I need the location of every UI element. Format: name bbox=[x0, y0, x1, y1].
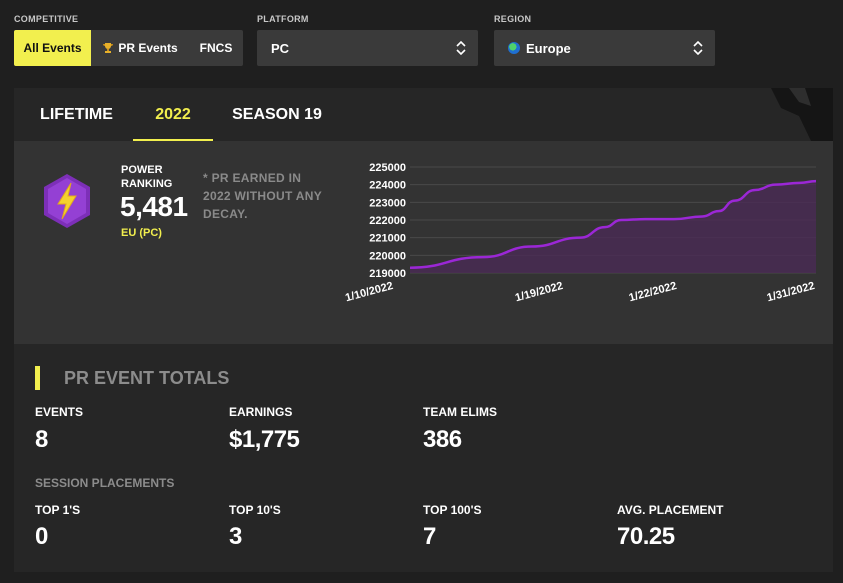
corner-decoration bbox=[771, 88, 833, 141]
y-tick-label: 224000 bbox=[369, 180, 406, 192]
tab-2022[interactable]: 2022 bbox=[133, 88, 213, 141]
region-filter-label: REGION bbox=[494, 14, 532, 24]
x-tick-label: 1/19/2022 bbox=[514, 280, 564, 304]
x-tick-label: 1/22/2022 bbox=[628, 280, 678, 304]
tab-lifetime[interactable]: LIFETIME bbox=[28, 88, 125, 141]
lightning-hexagon-icon bbox=[44, 174, 90, 228]
platform-value: PC bbox=[271, 40, 290, 56]
section-accent-bar bbox=[35, 366, 40, 390]
region-select[interactable]: Europe bbox=[494, 30, 715, 66]
y-tick-label: 222000 bbox=[369, 215, 406, 227]
pr-events-button[interactable]: PR Events bbox=[91, 30, 189, 66]
top-1s-value: 0 bbox=[35, 523, 48, 550]
tab-season-19[interactable]: SEASON 19 bbox=[221, 88, 333, 141]
events-value: 8 bbox=[35, 426, 48, 453]
pr-event-totals-panel: PR EVENT TOTALS EVENTS 8 EARNINGS $1,775… bbox=[14, 344, 833, 572]
y-tick-label: 221000 bbox=[369, 233, 406, 245]
y-tick-label: 219000 bbox=[369, 268, 406, 280]
power-ranking-region: EU (PC) bbox=[121, 227, 162, 239]
fncs-label: FNCS bbox=[199, 41, 233, 55]
avg-placement-value: 70.25 bbox=[617, 523, 675, 550]
fncs-button[interactable]: FNCS bbox=[189, 30, 243, 66]
chart-line bbox=[409, 179, 817, 269]
top-1s-label: TOP 1'S bbox=[35, 503, 81, 517]
section-title: PR EVENT TOTALS bbox=[64, 368, 230, 388]
x-tick-label: 1/31/2022 bbox=[766, 280, 816, 304]
all-events-label: All Events bbox=[23, 41, 82, 55]
earnings-value: $1,775 bbox=[229, 426, 300, 453]
tab-lifetime-label: LIFETIME bbox=[40, 105, 113, 123]
stats-card: LIFETIME 2022 SEASON 19 POWER RANKING 5,… bbox=[14, 88, 833, 572]
events-label: EVENTS bbox=[35, 405, 84, 419]
y-tick-label: 223000 bbox=[369, 197, 406, 209]
tab-2022-label: 2022 bbox=[155, 105, 191, 123]
team-elims-label: TEAM ELIMS bbox=[423, 405, 497, 419]
tab-season-19-label: SEASON 19 bbox=[232, 105, 322, 123]
y-tick-label: 220000 bbox=[369, 250, 406, 262]
top-100s-label: TOP 100'S bbox=[423, 503, 482, 517]
power-ranking-chart: 225000 224000 223000 222000 221000 220000 2190… bbox=[344, 162, 817, 304]
session-placements-title: SESSION PLACEMENTS bbox=[35, 476, 175, 490]
team-elims-value: 386 bbox=[423, 426, 462, 453]
platform-filter-label: PLATFORM bbox=[257, 14, 309, 24]
power-ranking-title: POWER RANKING bbox=[121, 164, 173, 190]
select-arrows-icon bbox=[693, 41, 703, 55]
all-events-button[interactable]: All Events bbox=[14, 30, 91, 66]
top-100s-value: 7 bbox=[423, 523, 436, 550]
power-ranking-value: 5,481 bbox=[120, 191, 188, 222]
avg-placement-label: AVG. PLACEMENT bbox=[617, 503, 724, 517]
globe-icon bbox=[508, 42, 520, 54]
competitive-filter: All Events PR Events FNCS bbox=[14, 30, 243, 66]
select-arrows-icon bbox=[456, 41, 466, 55]
power-ranking-panel: POWER RANKING 5,481 EU (PC) * PR EARNED … bbox=[14, 141, 833, 344]
platform-select[interactable]: PC bbox=[257, 30, 478, 66]
y-tick-label: 225000 bbox=[369, 162, 406, 174]
power-ranking-note: * PR EARNED IN 2022 WITHOUT ANY DECAY. bbox=[203, 171, 322, 221]
region-value: Europe bbox=[526, 40, 571, 56]
chart-area bbox=[410, 181, 816, 273]
earnings-label: EARNINGS bbox=[229, 405, 293, 419]
trophy-icon bbox=[103, 43, 114, 53]
competitive-filter-label: COMPETITIVE bbox=[14, 14, 79, 24]
top-10s-value: 3 bbox=[229, 523, 242, 550]
pr-events-label: PR Events bbox=[118, 41, 178, 55]
period-tabs: LIFETIME 2022 SEASON 19 bbox=[14, 88, 833, 141]
top-10s-label: TOP 10'S bbox=[229, 503, 281, 517]
x-tick-label: 1/10/2022 bbox=[344, 280, 394, 304]
